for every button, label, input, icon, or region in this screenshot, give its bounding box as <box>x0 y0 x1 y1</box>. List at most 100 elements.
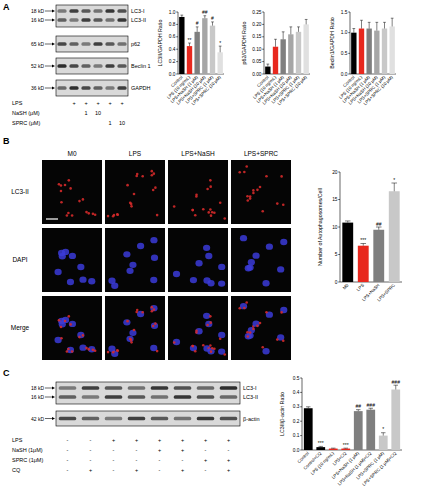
y-tick <box>300 392 302 393</box>
band-label: Beclin 1 <box>131 63 151 69</box>
puncta <box>116 349 119 352</box>
y-tick-label: 0.4 <box>169 47 176 52</box>
bar <box>341 449 350 450</box>
puncta <box>94 213 97 216</box>
blot-band <box>59 386 76 390</box>
bars <box>351 18 395 74</box>
blot-band <box>128 395 145 399</box>
micrograph-bg <box>105 296 165 360</box>
y-tick-label: 0.1 <box>293 433 300 438</box>
blot-band <box>93 18 102 22</box>
blot-band <box>128 386 145 390</box>
nucleus <box>240 235 247 241</box>
nucleus <box>246 264 253 270</box>
annotation: ## <box>202 9 208 15</box>
nucleus <box>55 269 62 275</box>
band-label: LC3-II <box>243 394 258 400</box>
treatment-mark: + <box>96 100 99 106</box>
y-tick <box>338 282 340 283</box>
puncta <box>265 311 268 314</box>
y-tick <box>262 49 264 50</box>
band-label: p62 <box>131 41 140 47</box>
nucleus <box>203 245 210 251</box>
puncta <box>85 347 88 350</box>
puncta <box>130 205 133 208</box>
annotation: * <box>393 177 395 183</box>
nucleus <box>126 268 133 274</box>
nucleus <box>207 280 214 286</box>
puncta <box>191 209 194 212</box>
annotation: ** <box>188 37 192 43</box>
puncta <box>206 324 209 327</box>
band-label: LC3-I <box>131 8 145 14</box>
puncta <box>213 211 216 214</box>
y-tick <box>262 36 264 37</box>
nucleus <box>218 332 225 338</box>
puncta <box>256 325 259 328</box>
puncta <box>151 174 154 177</box>
error-bar <box>188 43 191 46</box>
puncta <box>116 213 119 216</box>
arrow-head <box>52 43 55 46</box>
nucleus <box>262 348 269 354</box>
y-tick <box>176 12 178 13</box>
puncta <box>60 337 63 340</box>
puncta <box>60 201 63 204</box>
blot-band <box>105 386 122 390</box>
puncta <box>246 199 249 202</box>
blot-band <box>57 9 66 13</box>
puncta <box>209 208 212 211</box>
puncta <box>213 347 216 350</box>
blot-band <box>197 386 214 390</box>
micrograph <box>105 160 165 224</box>
y-tick-label: 5 <box>335 252 338 257</box>
puncta <box>68 315 71 318</box>
error-bar <box>282 32 285 39</box>
puncta <box>246 335 249 338</box>
puncta <box>151 170 154 173</box>
annotation: *** <box>318 440 324 446</box>
y-axis-label: Number of Autophagosomes/Cell <box>317 188 323 266</box>
treatment-mark: - <box>159 457 161 463</box>
error-bar <box>180 15 183 17</box>
treatment-mark: - <box>182 457 184 463</box>
puncta <box>67 348 70 351</box>
puncta <box>202 344 205 347</box>
treatment-mark: 1 <box>84 110 87 116</box>
micrograph <box>168 228 228 292</box>
micrograph <box>231 296 291 360</box>
treatment-mark: - <box>136 457 138 463</box>
error-bar <box>360 244 366 246</box>
arrow <box>45 66 53 67</box>
blot-band <box>105 18 114 22</box>
nucleus <box>129 262 136 268</box>
error-bar <box>305 19 308 24</box>
puncta <box>141 175 144 178</box>
y-tick-label: 1.5 <box>341 10 348 15</box>
blot-membrane <box>56 80 128 96</box>
blot-band <box>81 18 90 22</box>
treatment-mark: + <box>135 437 138 443</box>
puncta <box>58 183 61 186</box>
treatment-mark: - <box>90 447 92 453</box>
nucleus <box>173 339 180 345</box>
y-axis <box>302 378 303 450</box>
puncta <box>243 307 246 310</box>
arrow-head <box>52 65 55 68</box>
y-tick <box>262 61 264 62</box>
error-bar <box>297 27 300 32</box>
nucleus <box>205 253 212 259</box>
annotation: *** <box>343 442 349 448</box>
y-tick-label: 0.0 <box>169 72 176 77</box>
y-tick-label: 0 <box>335 280 338 285</box>
arrow <box>45 388 53 389</box>
bar <box>288 34 293 74</box>
y-tick <box>176 49 178 50</box>
nucleus <box>248 259 255 265</box>
micrograph <box>42 228 102 292</box>
puncta <box>209 179 212 182</box>
nucleus <box>69 321 76 327</box>
bar <box>202 18 207 74</box>
puncta <box>191 209 194 212</box>
arrow-head <box>52 10 55 13</box>
